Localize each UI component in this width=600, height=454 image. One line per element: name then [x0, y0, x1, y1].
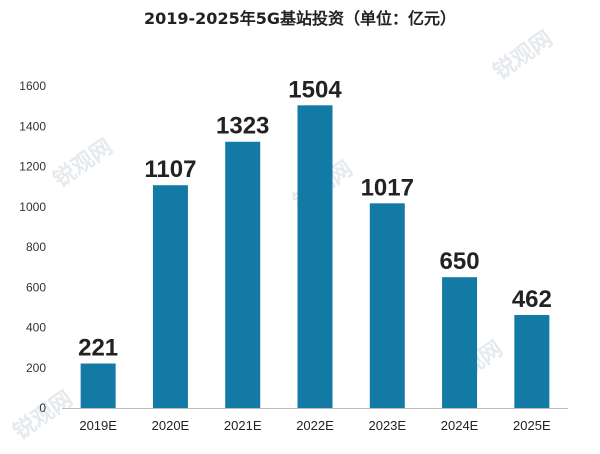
data-label: 650 [440, 248, 480, 275]
data-labels: 221 1107 1323 1504 1017 650 462 [78, 76, 552, 361]
watermark-text: 锐观网 [9, 386, 78, 445]
chart-title: 2019-2025年5G基站投资（单位：亿元） [144, 9, 456, 28]
bar [225, 141, 261, 408]
data-label: 221 [78, 335, 118, 362]
data-label: 462 [512, 286, 552, 313]
y-tick-label: 200 [26, 361, 46, 375]
bar [80, 363, 116, 408]
bar [514, 315, 550, 408]
y-tick-label: 1200 [19, 160, 46, 174]
x-tick-label: 2022E [296, 418, 334, 433]
x-tick-label: 2025E [513, 418, 551, 433]
x-tick-label: 2023E [368, 418, 406, 433]
y-tick-label: 1400 [19, 119, 46, 133]
bar [152, 185, 188, 408]
bar [442, 277, 478, 408]
data-label: 1323 [216, 113, 269, 140]
y-tick-label: 0 [39, 401, 46, 415]
watermark-text: 锐观网 [49, 134, 118, 193]
bars [80, 105, 550, 408]
x-tick-label: 2020E [152, 418, 190, 433]
data-label: 1017 [361, 174, 414, 201]
watermark-text: 锐观网 [489, 26, 558, 85]
y-tick-label: 1600 [19, 79, 46, 93]
y-tick-label: 1000 [19, 200, 46, 214]
bar [297, 105, 333, 408]
y-tick-label: 400 [26, 321, 46, 335]
bar [369, 203, 405, 408]
x-tick-label: 2019E [79, 418, 117, 433]
data-label: 1107 [144, 156, 196, 183]
y-tick-label: 600 [26, 280, 46, 294]
y-axis: 0 200 400 600 800 1000 1200 1400 1600 [19, 79, 46, 415]
y-tick-label: 800 [26, 240, 46, 254]
x-axis: 2019E 2020E 2021E 2022E 2023E 2024E 2025E [79, 418, 551, 433]
data-label: 1504 [288, 76, 342, 103]
x-tick-label: 2024E [441, 418, 479, 433]
x-tick-label: 2021E [224, 418, 262, 433]
